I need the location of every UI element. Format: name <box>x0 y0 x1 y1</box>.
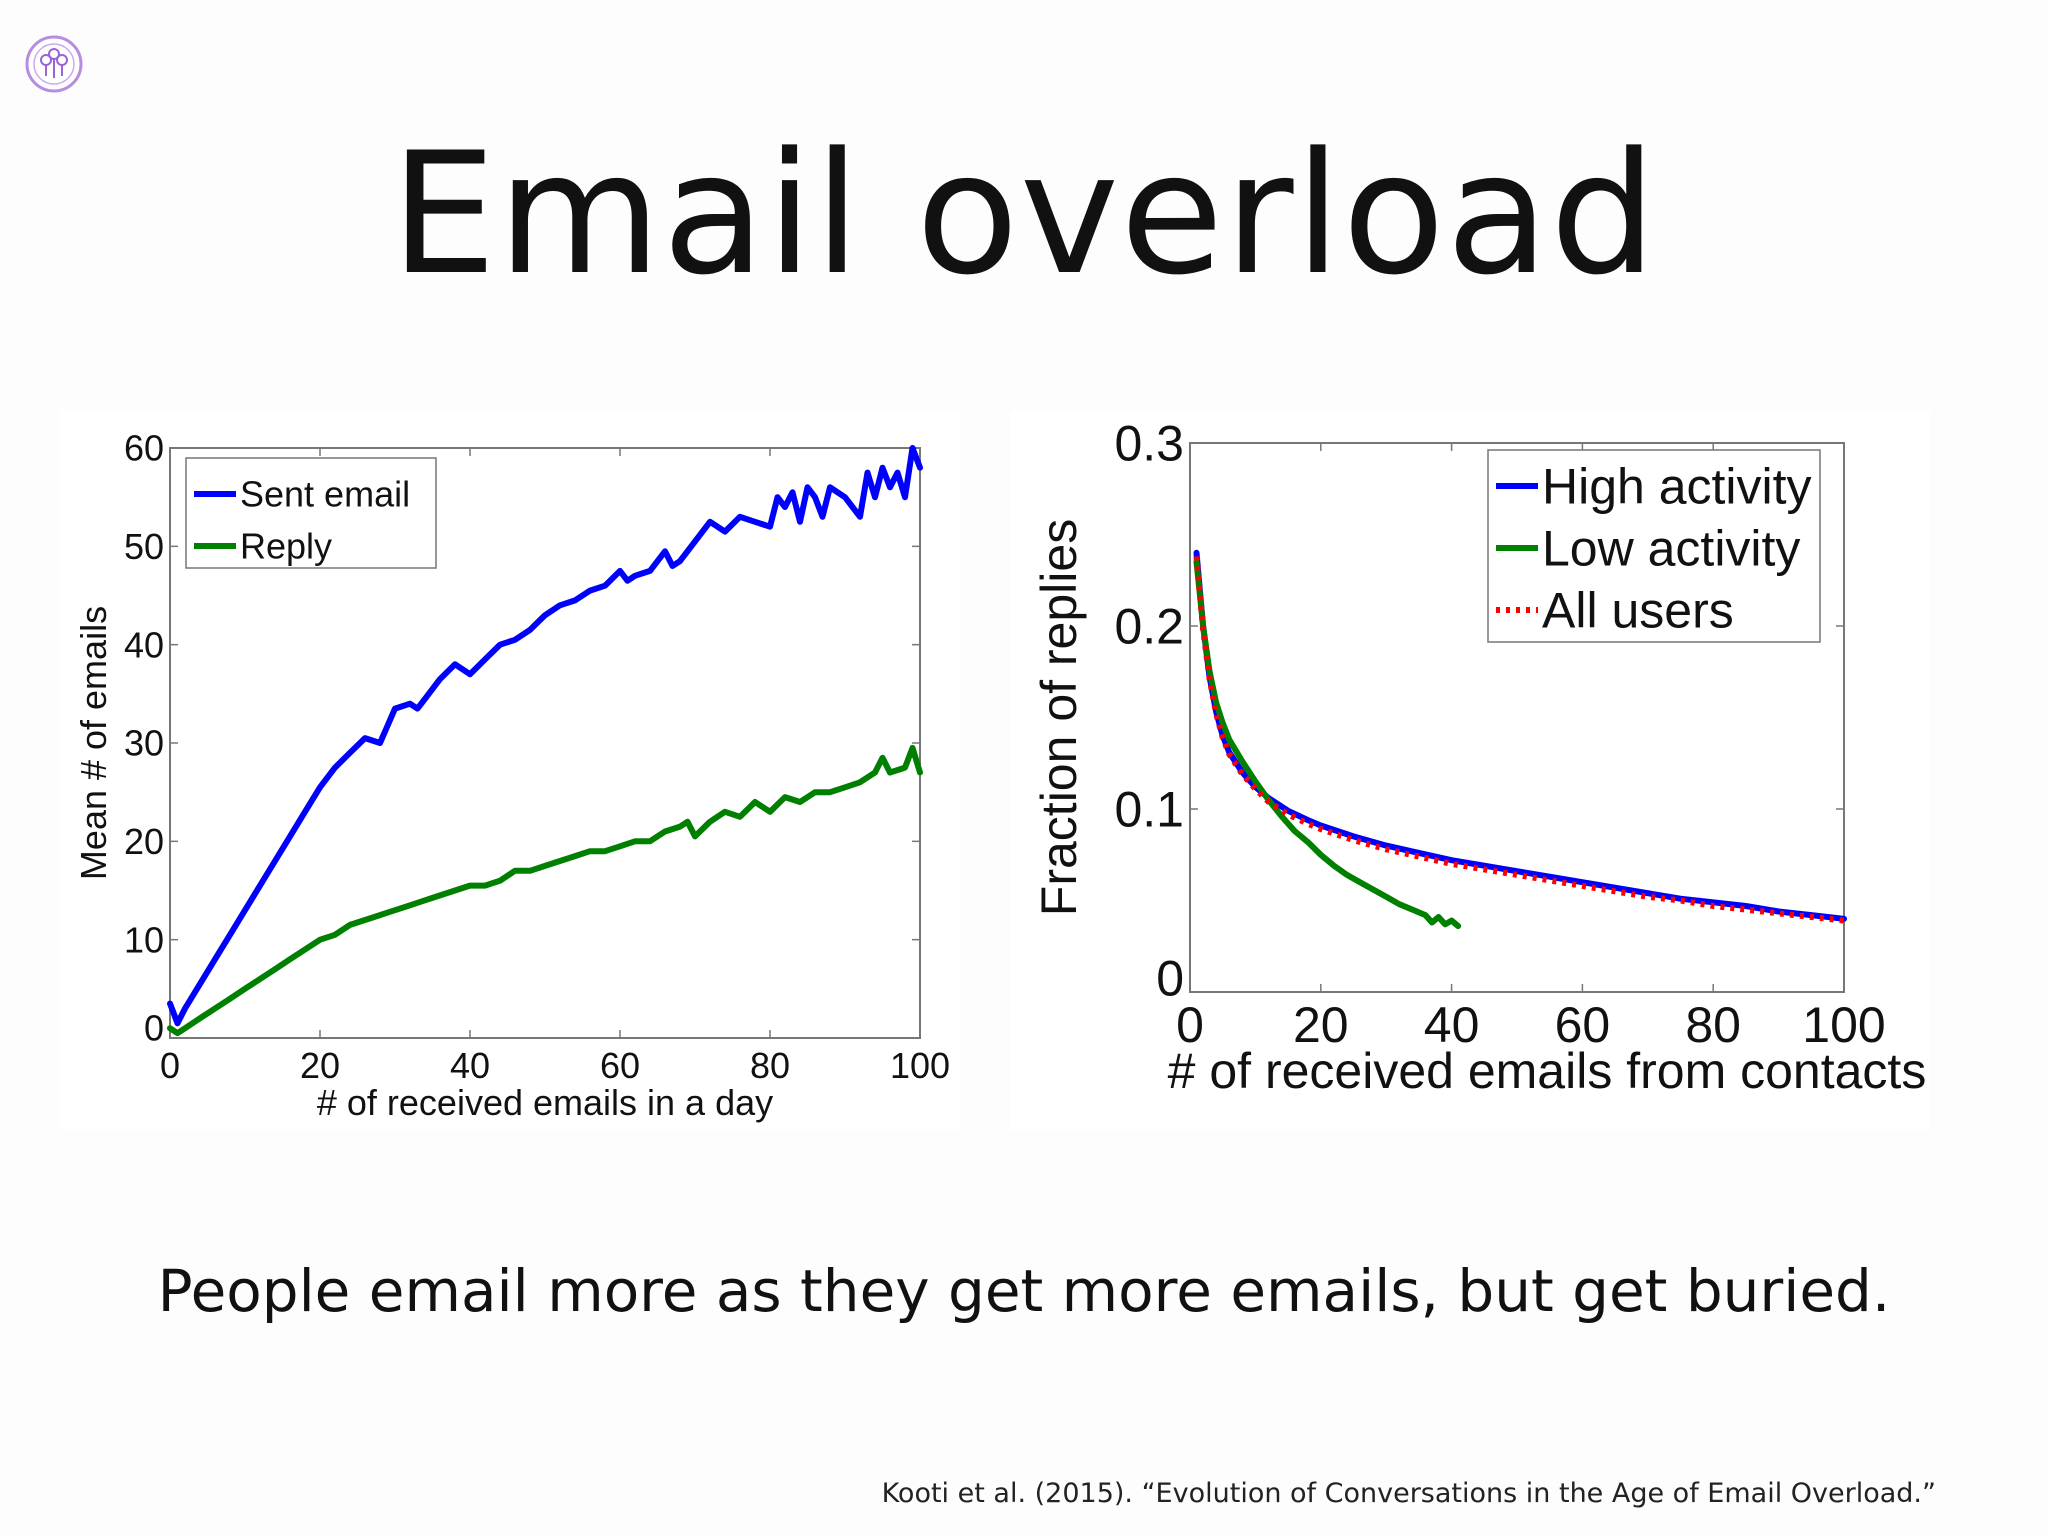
chart-fraction-of-replies-svg: 0 20 40 60 80 100 0 0.1 0.2 0.3 # of received emai… <box>1031 416 1927 1100</box>
legend-entry: Sent email <box>240 474 410 515</box>
x-tick-label: 100 <box>890 1045 950 1086</box>
chart-fraction-of-replies: 0 20 40 60 80 100 0 0.1 0.2 0.3 # of received emai… <box>1010 410 1930 1130</box>
legend-entry: Reply <box>240 526 332 567</box>
series-line-all-users <box>1193 556 1845 924</box>
y-tick-label: 0 <box>1156 951 1184 1007</box>
x-axis-label: # of received emails in a day <box>317 1082 773 1123</box>
legend-box <box>1487 449 1821 643</box>
y-tick-label: 0 <box>144 1008 164 1049</box>
x-tick-label: 20 <box>1293 997 1349 1053</box>
x-tick-label: 80 <box>750 1045 790 1086</box>
legend-entry: Low activity <box>1542 521 1800 577</box>
y-tick-label: 0.1 <box>1114 782 1184 838</box>
series-line-low-activity <box>1193 558 1462 930</box>
y-tick-label: 60 <box>124 428 164 469</box>
purple-circle-logo-icon <box>24 34 84 94</box>
legend-entry: High activity <box>1542 459 1812 515</box>
series-line-sent-email <box>167 445 923 1027</box>
legend-entry: All users <box>1542 583 1734 639</box>
chart-sent-vs-reply: 0 20 40 60 80 100 0 10 20 30 40 50 60 # of received e… <box>60 410 960 1130</box>
series-line-reply <box>167 744 923 1037</box>
y-tick-label: 40 <box>124 624 164 665</box>
citation: Kooti et al. (2015). “Evolution of Conve… <box>881 1478 1936 1509</box>
y-tick-label: 0.2 <box>1114 599 1184 655</box>
x-tick-label: 60 <box>1555 997 1611 1053</box>
x-tick-label: 60 <box>600 1045 640 1086</box>
legend-box <box>185 457 437 569</box>
slide-title: Email overload <box>390 116 1658 312</box>
y-axis-label: Fraction of replies <box>1031 519 1087 916</box>
slide-caption: People email more as they get more email… <box>157 1257 1891 1325</box>
y-tick-label: 0.3 <box>1114 416 1184 472</box>
y-tick-label: 10 <box>124 919 164 960</box>
x-tick-label: 20 <box>300 1045 340 1086</box>
y-tick-label: 30 <box>124 723 164 764</box>
x-tick-label: 0 <box>1176 997 1204 1053</box>
x-tick-label: 40 <box>450 1045 490 1086</box>
y-tick-label: 20 <box>124 821 164 862</box>
x-tick-label: 100 <box>1802 997 1885 1053</box>
x-tick-label: 40 <box>1424 997 1480 1053</box>
x-axis-label: # of received emails from contacts <box>1168 1043 1927 1099</box>
x-tick-label: 80 <box>1685 997 1741 1053</box>
y-axis-label: Mean # of emails <box>73 606 114 880</box>
y-tick-label: 50 <box>124 526 164 567</box>
x-tick-label: 0 <box>160 1045 180 1086</box>
